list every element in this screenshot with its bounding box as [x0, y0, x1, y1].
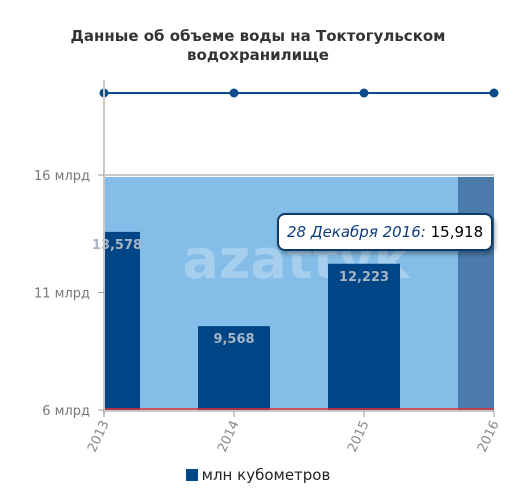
plot-band — [104, 177, 494, 410]
x-tick-label: 2015 — [345, 418, 373, 454]
value-label-2014: 9,568 — [213, 332, 254, 347]
bar-2016 — [458, 176, 494, 410]
chart-legend[interactable]: млн кубометров — [0, 466, 516, 484]
bar-2014 — [198, 326, 270, 410]
legend-label: млн кубометров — [201, 466, 331, 484]
chart-title: Данные об объеме воды на Токтогульском в… — [70, 27, 446, 64]
y-tick-label: 11 млрд — [34, 287, 90, 302]
tooltip-value: 15,918 — [430, 223, 484, 241]
bar-2013 — [104, 231, 140, 410]
bar-2015 — [328, 263, 400, 410]
value-label-2016: 15,918 — [499, 183, 516, 198]
x-tick-label: 2013 — [85, 418, 113, 454]
tooltip-date: 28 Декабря 2016: — [287, 223, 426, 241]
series-marker-2016 — [489, 88, 499, 98]
x-tick-label: 2016 — [475, 418, 503, 454]
chart-tooltip: 28 Декабря 2016: 15,918 — [277, 213, 494, 251]
x-tick-label: 2014 — [215, 418, 243, 454]
legend-swatch — [185, 469, 198, 481]
y-tick-label: 16 млрд — [34, 169, 90, 184]
value-label-2013: 13,578 — [92, 238, 142, 253]
series-marker-2015 — [359, 88, 369, 98]
series-marker-2014 — [229, 88, 239, 98]
y-tick-label: 6 млрд — [42, 404, 90, 419]
value-label-2015: 12,223 — [339, 270, 389, 285]
